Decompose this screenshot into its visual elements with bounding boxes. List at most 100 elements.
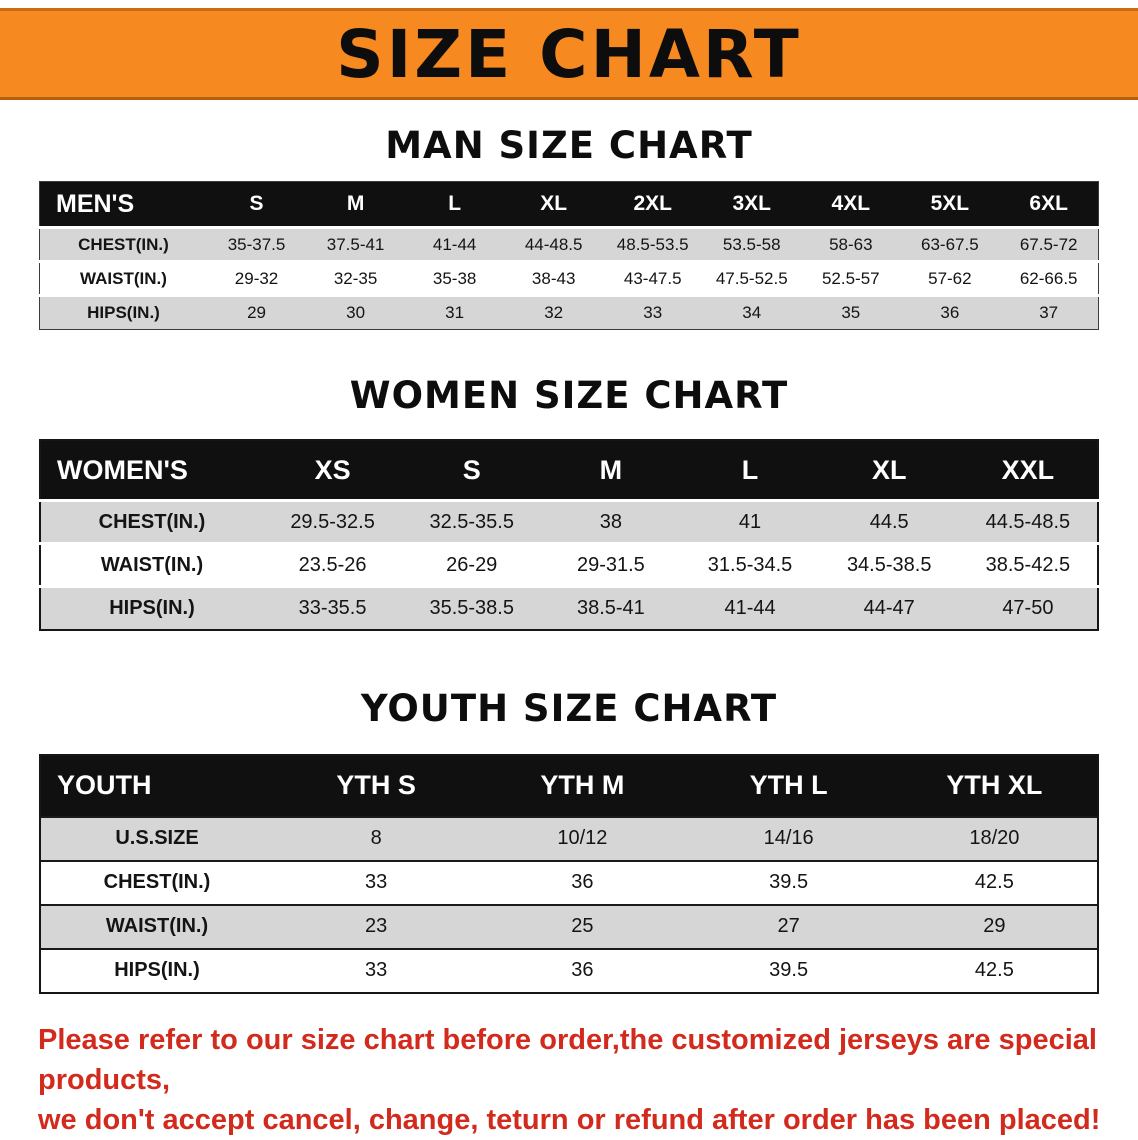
size-column-header: 5XL xyxy=(900,181,1000,228)
size-value-cell: 38.5-41 xyxy=(576,596,645,619)
size-column-header: YTH L xyxy=(685,754,892,817)
row-label: CHEST(IN.) xyxy=(78,234,169,254)
size-value-cell: 67.5-72 xyxy=(1019,234,1078,254)
table-header-row: MEN'S S M L XL 2XL 3XL 4XL 5XL 6XL xyxy=(39,181,1099,228)
size-value-cell: 14/16 xyxy=(763,827,814,849)
size-column-header: S xyxy=(402,440,542,501)
size-value-cell: 38-43 xyxy=(531,268,576,288)
size-value-cell: 25 xyxy=(571,915,594,937)
size-value-cell: 35-37.5 xyxy=(227,234,286,254)
size-value-cell: 23.5-26 xyxy=(298,553,367,576)
size-value-cell: 26-29 xyxy=(446,553,498,576)
size-value-cell: 35.5-38.5 xyxy=(429,596,514,619)
size-value-cell: 10/12 xyxy=(557,827,608,849)
row-label: CHEST(IN.) xyxy=(103,871,211,893)
size-column-header: M xyxy=(541,440,681,501)
size-value-cell: 44-47 xyxy=(863,596,915,619)
size-value-cell: 36 xyxy=(940,303,960,322)
row-label: WAIST(IN.) xyxy=(100,553,204,576)
table-row: HIPS(IN.) 29 30 31 32 33 34 35 36 37 xyxy=(39,295,1099,330)
size-value-cell: 53.5-58 xyxy=(722,234,781,254)
size-value-cell: 29-32 xyxy=(234,268,279,288)
size-value-cell: 38 xyxy=(599,510,623,533)
women-size-section: WOMEN SIZE CHART WOMEN'S XS S M L XL XXL CHEST(… xyxy=(0,374,1138,631)
size-value-cell: 39.5 xyxy=(769,959,809,981)
table-row: WAIST(IN.) 23 25 27 29 xyxy=(40,904,1098,949)
size-value-cell: 39.5 xyxy=(769,871,809,893)
row-label: HIPS(IN.) xyxy=(114,959,200,981)
size-column-header: YTH M xyxy=(479,754,686,817)
size-value-cell: 34.5-38.5 xyxy=(846,553,932,576)
size-column-header: 2XL xyxy=(603,181,703,228)
table-row: CHEST(IN.) 35-37.5 37.5-41 41-44 44-48.5 48.5… xyxy=(39,227,1099,262)
table-row: CHEST(IN.) 33 36 39.5 42.5 xyxy=(40,860,1098,905)
size-column-header: L xyxy=(680,440,820,501)
table-row: WAIST(IN.) 29-32 32-35 35-38 38-43 43-47.5 47.… xyxy=(39,261,1099,296)
size-column-header: L xyxy=(405,181,505,228)
size-value-cell: 41 xyxy=(738,510,762,533)
row-label: CHEST(IN.) xyxy=(98,510,206,533)
row-label: WAIST(IN.) xyxy=(105,915,209,937)
size-value-cell: 32.5-35.5 xyxy=(429,510,514,533)
size-value-cell: 43-47.5 xyxy=(623,268,682,288)
size-value-cell: 27 xyxy=(777,915,800,937)
size-value-cell: 48.5-53.5 xyxy=(616,234,689,254)
size-column-header: XS xyxy=(263,440,403,501)
table-row: WAIST(IN.) 23.5-26 26-29 29-31.5 31.5-34.5 34… xyxy=(40,543,1098,587)
size-value-cell: 36 xyxy=(571,959,594,981)
size-value-cell: 33 xyxy=(365,959,388,981)
size-value-cell: 47-50 xyxy=(1002,596,1054,619)
table-header-row: WOMEN'S XS S M L XL XXL xyxy=(40,440,1098,501)
youth-size-table: YOUTH YTH S YTH M YTH L YTH XL U.S.SIZE 8 10/12… xyxy=(39,753,1099,994)
size-value-cell: 41-44 xyxy=(432,234,477,254)
size-value-cell: 31.5-34.5 xyxy=(707,553,793,576)
size-value-cell: 44.5 xyxy=(869,510,909,533)
size-value-cell: 47.5-52.5 xyxy=(715,268,788,288)
size-value-cell: 34 xyxy=(742,303,762,322)
disclaimer: Please refer to our size chart before or… xyxy=(38,1020,1102,1140)
size-value-cell: 52.5-57 xyxy=(821,268,880,288)
size-value-cell: 38.5-42.5 xyxy=(985,553,1071,576)
size-value-cell: 44-48.5 xyxy=(524,234,583,254)
size-column-header: 6XL xyxy=(999,181,1099,228)
size-value-cell: 33 xyxy=(365,871,388,893)
size-column-header: XL xyxy=(819,440,959,501)
size-value-cell: 33 xyxy=(643,303,663,322)
size-value-cell: 57-62 xyxy=(928,268,972,288)
disclaimer-line-2: we don't accept cancel, change, teturn o… xyxy=(38,1103,1101,1136)
row-label: U.S.SIZE xyxy=(115,827,199,849)
size-value-cell: 23 xyxy=(365,915,388,937)
row-label: HIPS(IN.) xyxy=(109,596,195,619)
size-value-cell: 37 xyxy=(1039,303,1059,322)
size-value-cell: 30 xyxy=(346,303,366,322)
size-column-header: XL xyxy=(504,181,604,228)
men-size-section: MAN SIZE CHART MEN'S S M L XL 2XL 3XL 4XL 5XL 6XL… xyxy=(0,124,1138,330)
youth-size-section: YOUTH SIZE CHART YOUTH YTH S YTH M YTH L YTH… xyxy=(0,687,1138,994)
size-value-cell: 8 xyxy=(370,827,382,849)
size-value-cell: 32-35 xyxy=(333,268,378,288)
table-row: HIPS(IN.) 33-35.5 35.5-38.5 38.5-41 41-44 44-… xyxy=(40,586,1098,630)
size-column-header: YTH XL xyxy=(891,754,1098,817)
page-title: SIZE CHART xyxy=(336,15,802,93)
size-value-cell: 36 xyxy=(571,871,594,893)
table-row: HIPS(IN.) 33 36 39.5 42.5 xyxy=(40,948,1098,993)
women-size-table: WOMEN'S XS S M L XL XXL CHEST(IN.) 29.5-32.5 32.5… xyxy=(39,439,1099,631)
size-value-cell: 33-35.5 xyxy=(298,596,367,619)
men-section-heading: MAN SIZE CHART xyxy=(385,124,753,167)
row-label: WAIST(IN.) xyxy=(80,268,167,288)
table-corner-label: WOMEN'S xyxy=(40,440,263,501)
size-column-header: 3XL xyxy=(702,181,802,228)
size-value-cell: 18/20 xyxy=(969,827,1020,849)
table-row: U.S.SIZE 8 10/12 14/16 18/20 xyxy=(40,816,1098,861)
size-value-cell: 29.5-32.5 xyxy=(290,510,375,533)
size-value-cell: 29 xyxy=(247,303,266,322)
banner: SIZE CHART xyxy=(0,8,1138,100)
disclaimer-line-1: Please refer to our size chart before or… xyxy=(38,1023,1097,1096)
size-value-cell: 63-67.5 xyxy=(921,234,979,254)
size-value-cell: 62-66.5 xyxy=(1019,268,1078,288)
size-value-cell: 44.5-48.5 xyxy=(985,510,1071,533)
youth-section-heading: YOUTH SIZE CHART xyxy=(360,686,778,730)
table-corner-label: YOUTH xyxy=(40,754,273,817)
row-label: HIPS(IN.) xyxy=(87,303,160,322)
table-row: CHEST(IN.) 29.5-32.5 32.5-35.5 38 41 44.5 44.5… xyxy=(40,500,1098,544)
